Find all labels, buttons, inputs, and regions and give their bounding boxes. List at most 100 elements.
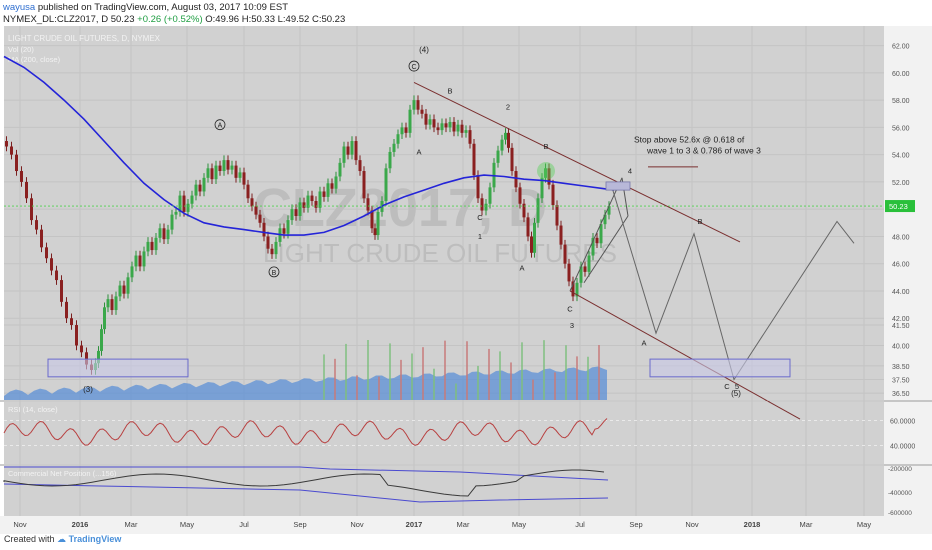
candle-body	[274, 241, 278, 255]
candle-body	[587, 255, 591, 272]
candle-body	[440, 123, 444, 131]
wave-label: 5	[735, 382, 739, 391]
candle-body	[45, 247, 48, 259]
legend-ma: MA (200, close)	[8, 55, 61, 64]
wave-label: 3	[570, 321, 574, 330]
candle-body	[536, 198, 540, 223]
y-tick-label: 54.00	[892, 153, 910, 160]
wave-label: C	[724, 382, 730, 391]
candle-body	[518, 187, 522, 204]
price-axis-background	[884, 26, 932, 534]
candle-body	[100, 329, 103, 351]
candle-body	[166, 229, 170, 240]
candle-body	[559, 225, 563, 245]
candle-body	[326, 183, 330, 197]
candle-body	[583, 266, 587, 272]
candle-body	[416, 100, 420, 110]
publish-info: wayusa published on TradingView.com, Aug…	[3, 2, 288, 13]
candle-body	[480, 198, 484, 211]
cnp-lower-line	[3, 483, 609, 503]
wave-circle-a-ring	[214, 119, 226, 131]
candle-body	[178, 195, 182, 212]
wave-label: A	[519, 264, 524, 273]
x-tick-label: Sep	[629, 520, 642, 529]
x-tick-label: 2017	[406, 520, 423, 529]
y-tick-label: 42.00	[892, 316, 910, 323]
candle-body	[436, 127, 440, 131]
candle-body	[603, 214, 607, 225]
wave-circle-b-ring	[268, 266, 280, 278]
candle-body	[162, 228, 166, 240]
candle-body	[238, 172, 242, 178]
price-change: +0.26 (+0.52%)	[137, 14, 203, 25]
candle-body	[392, 143, 396, 152]
candle-body	[420, 109, 424, 114]
author-link[interactable]: wayusa	[3, 2, 36, 13]
candle-body	[358, 160, 362, 172]
wave-circle-b: B	[272, 270, 277, 277]
candle-body	[547, 168, 551, 185]
watermark-name: LIGHT CRUDE OIL FUTURES	[263, 238, 617, 268]
candle-body	[154, 237, 158, 251]
candle-body	[10, 146, 13, 155]
candle-body	[330, 183, 334, 189]
rsi-line	[3, 418, 608, 446]
candle-body	[551, 184, 555, 206]
tradingview-brand[interactable]: TradingView	[68, 534, 122, 544]
wave-circle-c-ring	[408, 60, 420, 72]
y-tick-label: 62.00	[892, 44, 910, 51]
candle-body	[533, 222, 536, 253]
candle-body	[35, 220, 38, 230]
candle-body	[182, 195, 186, 212]
y-tick-label: 48.00	[892, 234, 910, 241]
symbol-info: NYMEX_DL:CLZ2017, D 50.23 +0.26 (+0.52%)…	[3, 14, 345, 25]
candle-body	[70, 318, 73, 326]
x-tick-label: 2018	[744, 520, 761, 529]
created-with-text: Created with	[4, 534, 55, 544]
candle-body	[396, 134, 400, 144]
last-price: 50.23	[110, 14, 135, 25]
chart-canvas[interactable]: 62.0060.0058.0056.0054.0052.0050.0048.00…	[0, 26, 932, 534]
y-tick-label: 56.00	[892, 125, 910, 132]
wave-circle-a: A	[218, 123, 223, 130]
x-tick-label: Sep	[293, 520, 306, 529]
last-price-tag	[885, 200, 915, 213]
channel-upper	[569, 177, 623, 292]
projection-path	[611, 187, 855, 381]
candle-body	[234, 165, 238, 178]
candle-body	[174, 211, 178, 215]
candle-body	[452, 121, 456, 132]
candle-body	[146, 241, 150, 252]
cnp-net-line	[3, 469, 605, 497]
candle-body	[496, 150, 500, 163]
x-tick-label: May	[180, 520, 194, 529]
wave-label: C	[567, 304, 573, 313]
x-tick-label: Jul	[239, 520, 249, 529]
candle-body	[444, 123, 448, 128]
rsi-label: RSI (14, close)	[8, 405, 58, 414]
candle-body	[354, 141, 358, 161]
wave-label: B	[543, 142, 548, 151]
candle-body	[246, 184, 250, 199]
x-tick-label: May	[512, 520, 526, 529]
candle-body	[266, 236, 270, 249]
candle-body	[30, 198, 33, 221]
candle-body	[322, 191, 326, 197]
footer: Created with ☁ TradingView	[4, 534, 121, 545]
candle-body	[230, 165, 234, 170]
candle-body	[214, 165, 218, 180]
support-zone-left	[47, 358, 189, 378]
candle-body	[250, 198, 254, 207]
y-tick-label: 36.50	[892, 391, 910, 398]
candle-body	[599, 224, 603, 244]
candle-body	[575, 282, 579, 297]
candle-body	[258, 214, 262, 223]
candle-body	[432, 119, 436, 128]
note-line-1: Stop above 52.6x @ 0.618 of	[634, 134, 745, 144]
candle-body	[555, 205, 559, 226]
candle-body	[206, 168, 210, 178]
candle-body	[50, 258, 53, 271]
lower-channel-line	[569, 290, 801, 420]
x-tick-label: Nov	[350, 520, 364, 529]
